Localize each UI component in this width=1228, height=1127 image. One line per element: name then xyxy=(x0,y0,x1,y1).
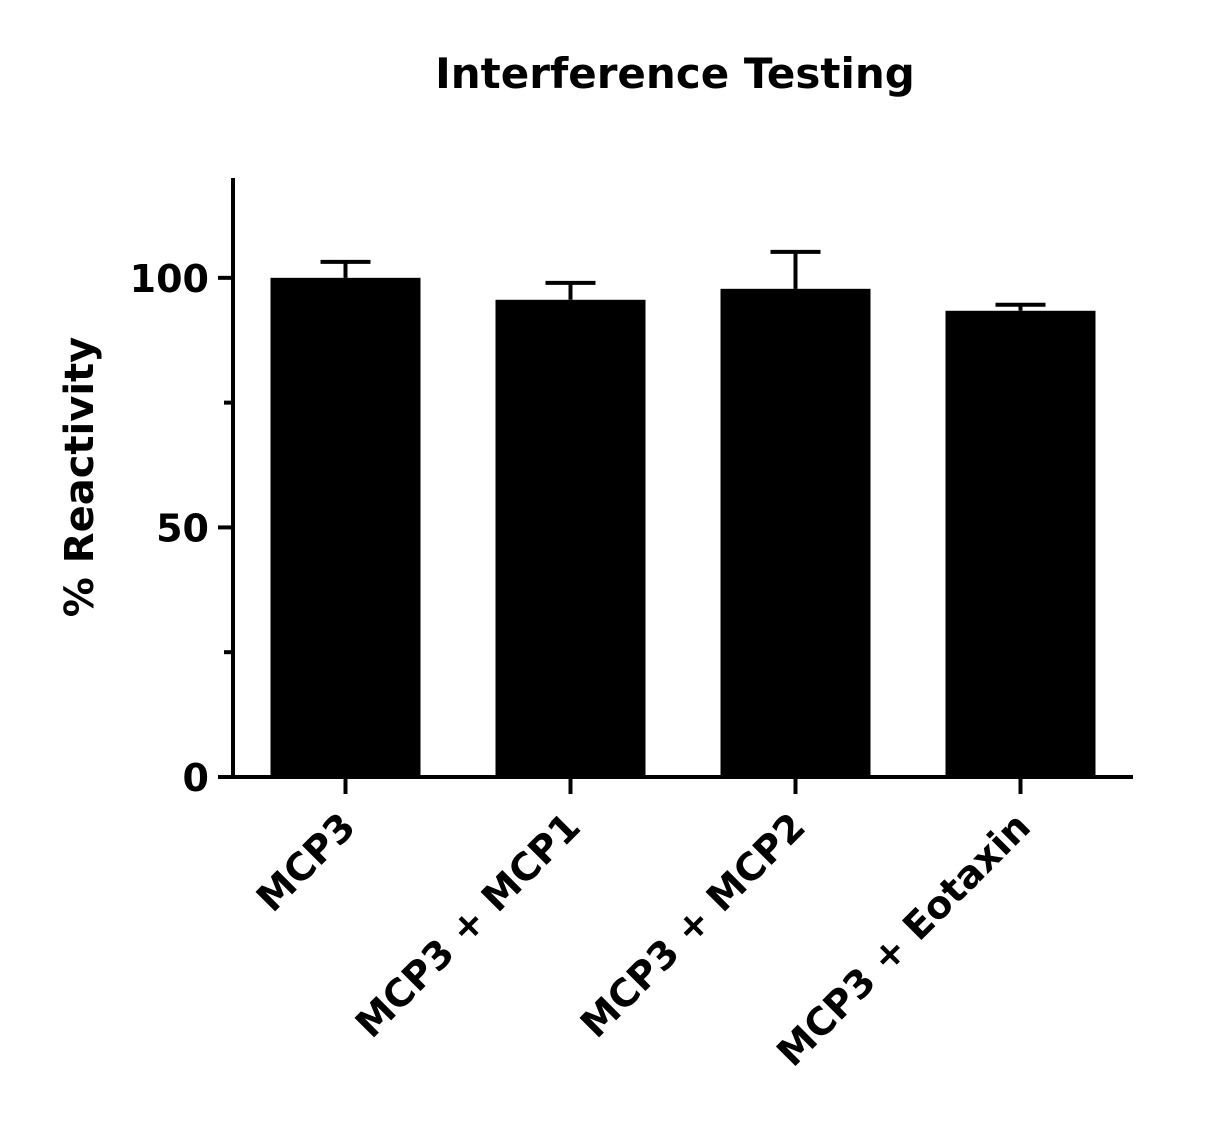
x-tick-label: MCP3 + Eotaxin xyxy=(768,804,1039,1075)
x-tick-label: MCP3 xyxy=(248,804,364,920)
error-bar xyxy=(320,259,371,278)
error-bar xyxy=(770,249,821,289)
error-bar xyxy=(995,302,1046,311)
x-tick-label: MCP3 + MCP2 xyxy=(572,804,814,1046)
bar xyxy=(270,277,421,777)
chart-title: Interference Testing xyxy=(435,49,915,98)
y-tick-label: 50 xyxy=(156,506,209,550)
y-tick-label: 100 xyxy=(130,257,209,301)
bar xyxy=(495,299,646,777)
bar xyxy=(720,288,871,777)
y-tick-label: 0 xyxy=(183,756,209,800)
bar xyxy=(945,310,1096,777)
error-bar xyxy=(545,280,596,300)
y-axis-label: % Reactivity xyxy=(57,337,103,617)
x-tick-label: MCP3 + MCP1 xyxy=(347,804,589,1046)
